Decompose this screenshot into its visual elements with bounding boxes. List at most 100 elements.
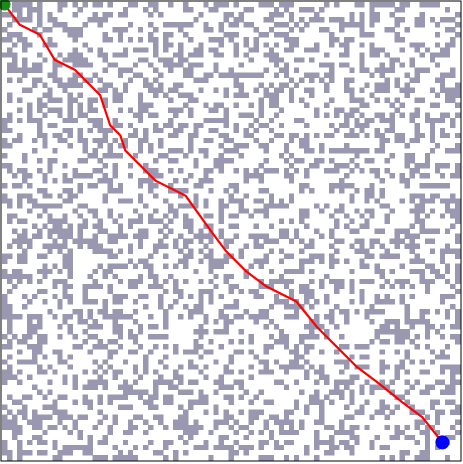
obstacle-cell	[183, 409, 189, 415]
obstacle-cell	[414, 163, 421, 169]
obstacle-cell	[208, 107, 214, 114]
obstacle-cell	[183, 72, 189, 78]
obstacle-cell	[87, 117, 93, 124]
obstacle-cell	[298, 258, 305, 265]
obstacle-cell	[449, 303, 456, 310]
obstacle-cell	[409, 384, 415, 390]
obstacle-cell	[319, 278, 325, 285]
obstacle-cell	[52, 42, 58, 48]
obstacle-cell	[379, 47, 385, 53]
obstacle-cell	[419, 22, 426, 28]
obstacle-cell	[344, 132, 350, 139]
obstacle-cell	[434, 419, 441, 426]
obstacle-cell	[258, 409, 265, 415]
obstacle-cell	[52, 132, 58, 139]
obstacle-cell	[193, 132, 199, 139]
obstacle-cell	[57, 193, 63, 199]
obstacle-cell	[37, 324, 43, 330]
obstacle-cell	[379, 409, 385, 415]
obstacle-cell	[42, 439, 48, 446]
obstacle-cell	[454, 288, 461, 295]
obstacle-cell	[399, 293, 405, 300]
obstacle-cell	[163, 263, 169, 270]
obstacle-cell	[344, 42, 350, 48]
obstacle-cell	[359, 238, 365, 244]
obstacle-cell	[178, 203, 184, 209]
obstacle-cell	[112, 122, 119, 129]
obstacle-cell	[389, 127, 395, 134]
obstacle-cell	[248, 102, 254, 108]
obstacle-cell	[2, 152, 8, 159]
obstacle-cell	[158, 293, 164, 300]
obstacle-cell	[369, 339, 375, 345]
obstacle-cell	[329, 258, 335, 265]
obstacle-cell	[303, 444, 310, 451]
obstacle-cell	[122, 379, 129, 385]
obstacle-cell	[178, 42, 184, 48]
obstacle-cell	[409, 112, 415, 119]
obstacle-cell	[253, 238, 259, 244]
obstacle-cell	[12, 52, 18, 58]
obstacle-cell	[314, 399, 320, 405]
obstacle-cell	[419, 429, 426, 436]
obstacle-cell	[163, 92, 169, 98]
obstacle-cell	[379, 339, 385, 345]
obstacle-cell	[288, 97, 295, 103]
obstacle-cell	[399, 228, 405, 234]
obstacle-cell	[203, 253, 209, 259]
obstacle-cell	[384, 424, 390, 431]
obstacle-cell	[434, 2, 441, 8]
obstacle-cell	[112, 27, 119, 33]
obstacle-cell	[152, 2, 159, 8]
obstacle-cell	[419, 273, 426, 280]
obstacle-cell	[42, 178, 48, 184]
obstacle-cell	[57, 298, 63, 305]
obstacle-cell	[283, 339, 290, 345]
obstacle-cell	[429, 359, 436, 365]
obstacle-cell	[107, 188, 114, 194]
obstacle-cell	[82, 329, 88, 335]
obstacle-cell	[107, 183, 114, 189]
obstacle-cell	[384, 253, 390, 259]
obstacle-cell	[268, 52, 275, 58]
obstacle-cell	[439, 47, 446, 53]
obstacle-cell	[122, 87, 129, 93]
obstacle-cell	[193, 158, 199, 164]
obstacle-cell	[364, 67, 370, 73]
obstacle-cell	[253, 233, 259, 239]
obstacle-cell	[2, 163, 8, 169]
obstacle-cell	[142, 228, 149, 234]
obstacle-cell	[147, 334, 154, 340]
obstacle-cell	[2, 404, 8, 410]
obstacle-cell	[238, 394, 244, 400]
obstacle-cell	[228, 424, 234, 431]
obstacle-cell	[263, 52, 270, 58]
obstacle-cell	[142, 132, 149, 139]
obstacle-cell	[188, 309, 194, 315]
obstacle-cell	[152, 47, 159, 53]
obstacle-cell	[92, 137, 98, 144]
obstacle-cell	[142, 364, 149, 370]
obstacle-cell	[208, 258, 214, 265]
obstacle-cell	[414, 193, 421, 199]
obstacle-cell	[379, 454, 385, 461]
obstacle-cell	[454, 248, 461, 254]
obstacle-cell	[32, 324, 38, 330]
obstacle-cell	[248, 429, 254, 436]
obstacle-cell	[178, 389, 184, 395]
obstacle-cell	[203, 203, 209, 209]
obstacle-cell	[354, 434, 360, 441]
obstacle-cell	[122, 293, 129, 300]
obstacle-cell	[178, 374, 184, 380]
obstacle-cell	[122, 314, 129, 320]
obstacle-cell	[203, 102, 209, 108]
obstacle-cell	[288, 12, 295, 18]
obstacle-cell	[62, 359, 68, 365]
obstacle-cell	[434, 62, 441, 68]
obstacle-cell	[414, 243, 421, 249]
obstacle-cell	[183, 258, 189, 265]
obstacle-cell	[137, 147, 144, 154]
obstacle-cell	[303, 283, 310, 290]
obstacle-cell	[32, 233, 38, 239]
